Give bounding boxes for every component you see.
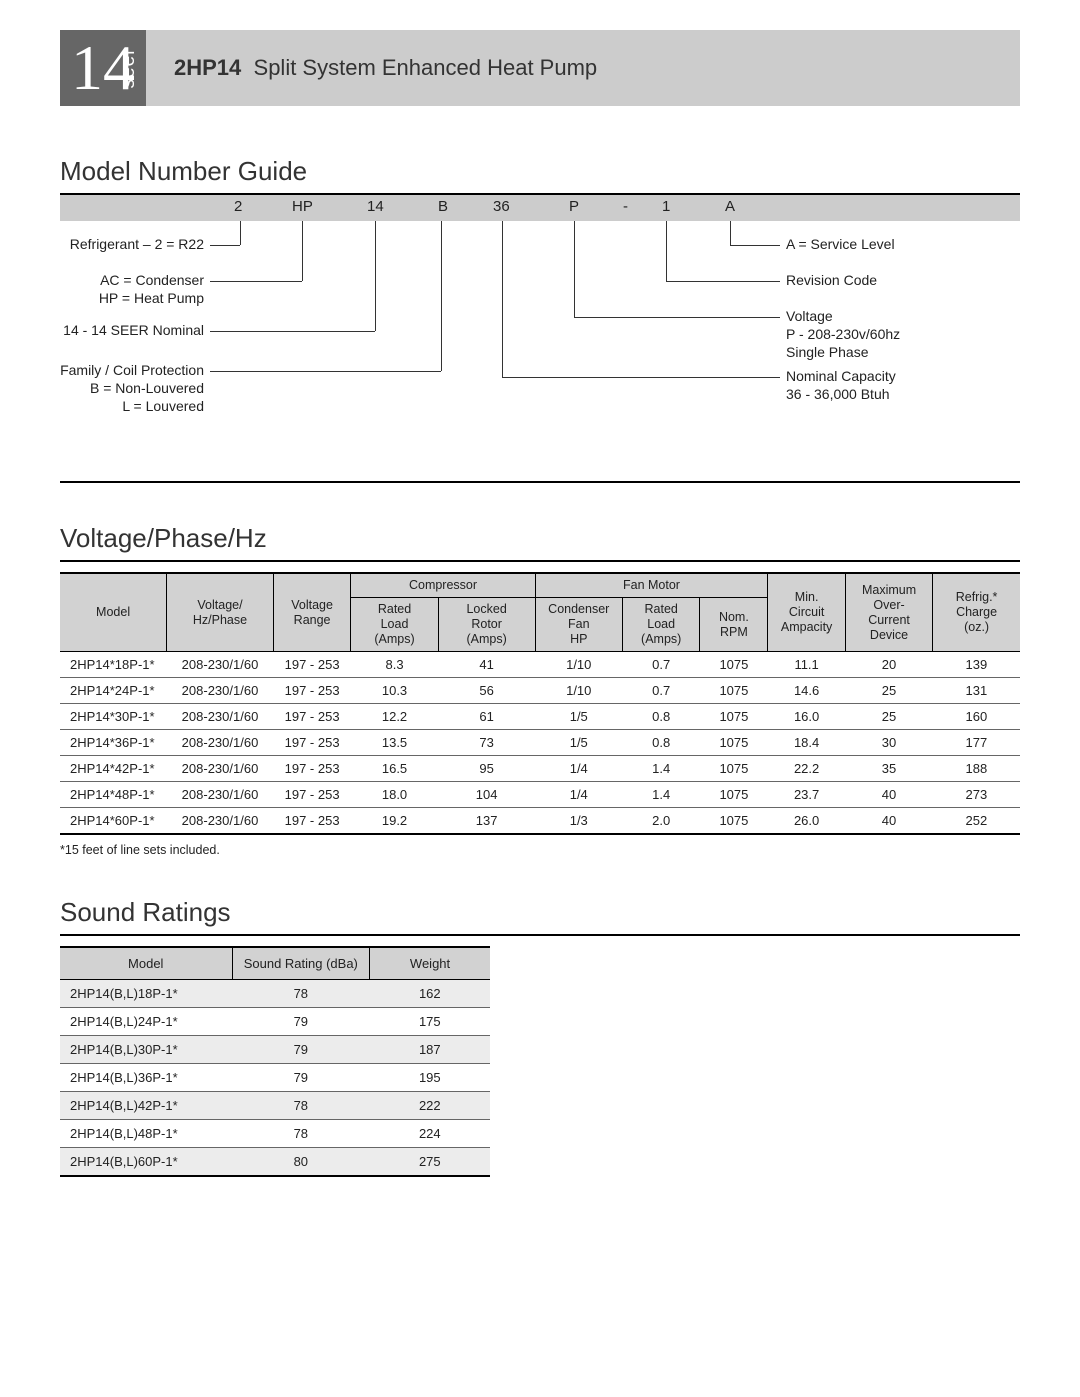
voltage-footnote: *15 feet of line sets included. [60,843,1020,857]
col-comp-lra: LockedRotor(Amps) [438,598,535,652]
table-row: 2HP14(B,L)60P-1*80275 [60,1148,490,1177]
sound-col-weight: Weight [370,947,490,980]
col-comp-rla: RatedLoad(Amps) [351,598,438,652]
model-code-segment: A [725,198,735,215]
model-code-segment: 1 [662,198,670,215]
sound-table: Model Sound Rating (dBa) Weight 2HP14(B,… [60,946,490,1177]
model-guide-label: Revision Code [786,271,986,289]
model-guide-diagram: Refrigerant – 2 = R22AC = CondenserHP = … [60,221,1020,441]
model-code-segment: B [438,198,448,215]
model-code-segment: 14 [367,198,384,215]
model-code-segment: HP [292,198,313,215]
model-guide-label: A = Service Level [786,235,986,253]
voltage-table: Model Voltage/Hz/Phase VoltageRange Comp… [60,572,1020,835]
table-row: 2HP14(B,L)24P-1*79175 [60,1008,490,1036]
model-guide-heading: Model Number Guide [60,156,1020,187]
col-model: Model [60,573,167,652]
rule [60,934,1020,936]
table-row: 2HP14*18P-1*208-230/1/60197 - 2538.3411/… [60,652,1020,678]
rule [60,481,1020,483]
table-row: 2HP14*24P-1*208-230/1/60197 - 25310.3561… [60,678,1020,704]
col-vhz: Voltage/Hz/Phase [167,573,274,652]
sound-col-model: Model [60,947,232,980]
table-row: 2HP14(B,L)42P-1*78222 [60,1092,490,1120]
col-fan-rpm: Nom.RPM [700,598,768,652]
table-row: 2HP14*48P-1*208-230/1/60197 - 25318.0104… [60,782,1020,808]
table-row: 2HP14*42P-1*208-230/1/60197 - 25316.5951… [60,756,1020,782]
model-guide-label: Nominal Capacity36 - 36,000 Btuh [786,367,986,403]
table-row: 2HP14*60P-1*208-230/1/60197 - 25319.2137… [60,808,1020,835]
model-guide-label: Family / Coil ProtectionB = Non-Louvered… [44,361,204,416]
table-row: 2HP14(B,L)30P-1*79187 [60,1036,490,1064]
model-guide-label: 14 - 14 SEER Nominal [44,321,204,339]
page-title: 2HP14 Split System Enhanced Heat Pump [174,55,597,81]
sound-col-rating: Sound Rating (dBa) [232,947,370,980]
col-vrange: VoltageRange [273,573,351,652]
page-header: 14 seer 2HP14 Split System Enhanced Heat… [60,30,1020,106]
model-guide-label: AC = CondenserHP = Heat Pump [44,271,204,307]
rule [60,560,1020,562]
seer-label: seer [118,48,140,89]
model-code-segment: P [569,198,579,215]
col-fan-rla: RatedLoad(Amps) [622,598,700,652]
table-row: 2HP14(B,L)18P-1*78162 [60,980,490,1008]
col-fan-hp: CondenserFanHP [535,598,622,652]
model-guide-label: Refrigerant – 2 = R22 [44,235,204,253]
table-row: 2HP14*36P-1*208-230/1/60197 - 25313.5731… [60,730,1020,756]
model-code-segment: 2 [234,198,242,215]
col-refrig: Refrig.*Charge(oz.) [933,573,1020,652]
model-guide-label: VoltageP - 208-230v/60hzSingle Phase [786,307,986,362]
table-row: 2HP14(B,L)36P-1*79195 [60,1064,490,1092]
table-row: 2HP14(B,L)48P-1*78224 [60,1120,490,1148]
model-code-bar: 2 HP 14 B 36 P - 1 A [60,195,1020,221]
model-code-segment: 36 [493,198,510,215]
seer-badge: 14 seer [60,30,146,106]
col-maxocd: MaximumOver-CurrentDevice [845,573,932,652]
model-code-segment: - [623,198,628,215]
table-row: 2HP14*30P-1*208-230/1/60197 - 25312.2611… [60,704,1020,730]
sound-heading: Sound Ratings [60,897,1020,928]
voltage-heading: Voltage/Phase/Hz [60,523,1020,554]
colgrp-fanmotor: Fan Motor [535,573,768,598]
col-minamp: Min.CircuitAmpacity [768,573,846,652]
colgrp-compressor: Compressor [351,573,535,598]
